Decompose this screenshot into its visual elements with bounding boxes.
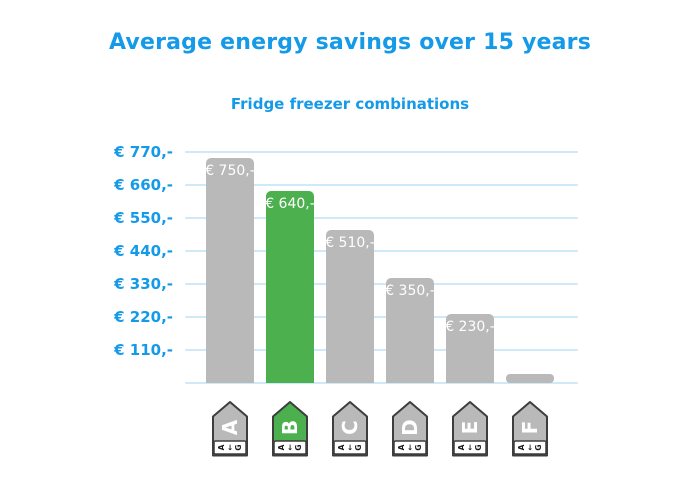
- x-axis-badges: A A ← G B A ← G C A ← G D A ← G E A ← G F A ← G: [0, 400, 700, 460]
- bar-D: € 350,-: [385, 278, 435, 383]
- gridline-220: [185, 316, 578, 318]
- badge-scale-box: [273, 440, 307, 455]
- y-tick-label-550: € 550,-: [114, 209, 173, 227]
- badge-scale-char: ←: [406, 444, 415, 450]
- badge-scale-char: A: [337, 444, 346, 450]
- badge-scale-char: G: [414, 444, 423, 450]
- gridline-330: [185, 283, 578, 285]
- energy-badge-D: D A ← G: [392, 401, 428, 457]
- badge-scale-char: A: [517, 444, 526, 450]
- bar-C: € 510,-: [325, 230, 375, 383]
- gridline-110: [185, 349, 578, 351]
- bar-value-label: € 230,-: [445, 319, 495, 335]
- y-tick-label-220: € 220,-: [114, 308, 173, 326]
- bar-value-label: € 750,-: [205, 163, 255, 179]
- energy-badge-A: AA ← G: [212, 401, 248, 457]
- gridline-0: [185, 382, 578, 384]
- bar-value-label: € 350,-: [385, 283, 435, 299]
- badge-scale-char: ←: [466, 444, 475, 450]
- badge-scale-char: A: [397, 444, 406, 450]
- badge-scale-char: ←: [526, 444, 535, 450]
- badge-letter: C: [338, 420, 362, 435]
- bar-value-label: € 640,-: [265, 196, 315, 212]
- energy-badge-C: C A ← G: [332, 401, 368, 457]
- badge-scale-char: ←: [226, 444, 235, 450]
- bar-F: [506, 374, 554, 383]
- energy-badge-E: E A ← G: [452, 401, 488, 457]
- bar-value-label: € 510,-: [325, 235, 375, 251]
- badge-scale-box: [453, 440, 487, 455]
- y-tick-label-440: € 440,-: [114, 242, 173, 260]
- badge-scale-box: [213, 440, 247, 455]
- energy-badge-B: B A ← G: [272, 401, 308, 457]
- y-tick-label-330: € 330,-: [114, 275, 173, 293]
- badge-scale-char: ←: [286, 444, 295, 450]
- badge-scale-box: [513, 440, 547, 455]
- badge-scale-char: A: [457, 444, 466, 450]
- y-tick-label-110: € 110,-: [114, 341, 173, 359]
- badge-letter: E: [458, 421, 482, 435]
- badge-scale-char: G: [294, 444, 303, 450]
- badge-scale-char: G: [354, 444, 363, 450]
- badge-scale-char: A: [217, 444, 226, 450]
- y-tick-label-770: € 770,-: [114, 143, 173, 161]
- badge-letter: A: [218, 419, 242, 435]
- gridline-550: [185, 217, 578, 219]
- badge-scale-char: A: [277, 444, 286, 450]
- badge-scale-char: G: [234, 444, 243, 450]
- bar-A: € 750,-: [205, 158, 255, 383]
- y-axis-labels: € 110,- € 220,- € 330,- € 440,- € 550,- € 660…: [0, 143, 173, 383]
- badge-scale-box: [393, 440, 427, 455]
- plot-area: € 750,- € 640,- € 510,- € 350,- € 230,-: [185, 151, 578, 384]
- energy-badge-F: F A ← G: [512, 401, 548, 457]
- chart-subtitle: Fridge freezer combinations: [230, 95, 470, 113]
- bar-B: € 640,-: [265, 191, 315, 383]
- gridline-440: [185, 250, 578, 252]
- badge-letter: B: [278, 420, 302, 435]
- badge-scale-box: [333, 440, 367, 455]
- gridline-660: [185, 184, 578, 186]
- gridline-770: [185, 151, 578, 153]
- badge-scale-char: G: [534, 444, 543, 450]
- badge-scale-char: ←: [346, 444, 355, 450]
- chart-title: Average energy savings over 15 years: [108, 30, 592, 55]
- y-tick-label-660: € 660,-: [114, 176, 173, 194]
- badge-scale-char: G: [474, 444, 483, 450]
- badge-letter: F: [518, 421, 542, 435]
- badge-letter: D: [398, 419, 422, 436]
- bar-E: € 230,-: [445, 314, 495, 383]
